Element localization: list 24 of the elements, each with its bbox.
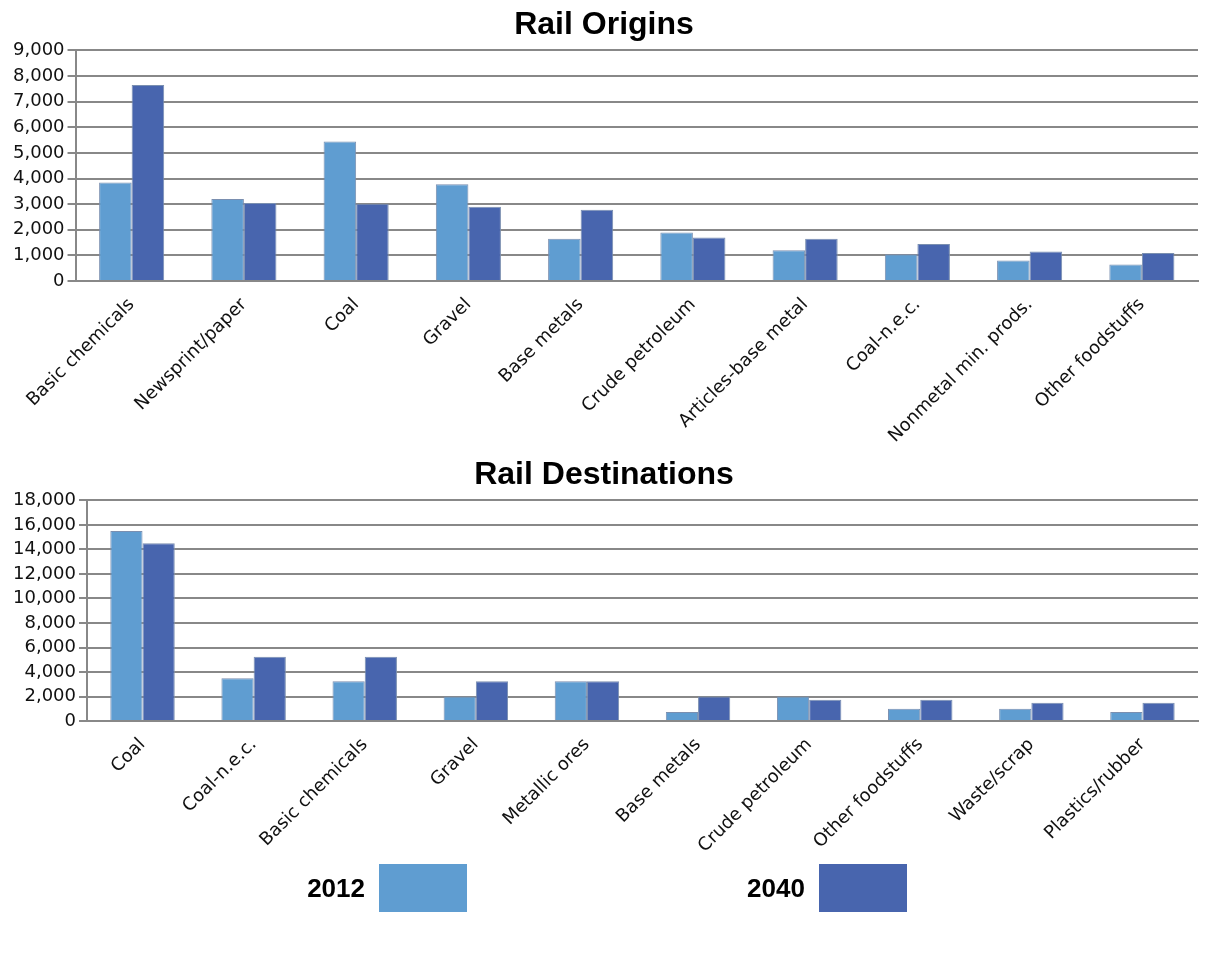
- y-tick-label: 8,000: [13, 63, 65, 85]
- legend-label: 2040: [747, 872, 805, 904]
- y-tick-label: 0: [53, 268, 65, 290]
- y-tick-label: 18,000: [13, 488, 76, 510]
- y-tick-label: 10,000: [13, 586, 76, 608]
- y-tick-label: 6,000: [24, 635, 76, 657]
- y-tick-label: 6,000: [13, 114, 65, 136]
- y-tick-label: 4,000: [13, 166, 65, 188]
- y-tick-label: 4,000: [24, 659, 76, 681]
- y-tick-label: 8,000: [24, 610, 76, 632]
- y-tick-label: 12,000: [13, 561, 76, 583]
- y-tick-label: 14,000: [13, 537, 76, 559]
- y-tick-label: 9,000: [13, 38, 65, 60]
- y-tick-label: 0: [64, 708, 76, 730]
- y-tick-label: 1,000: [13, 243, 65, 265]
- y-tick-label: 2,000: [24, 684, 76, 706]
- legend-label: 2012: [307, 872, 365, 904]
- y-tick-label: 2,000: [13, 217, 65, 239]
- y-tick-label: 3,000: [13, 191, 65, 213]
- y-tick-label: 16,000: [13, 512, 76, 534]
- chart-title: Rail Origins: [514, 5, 694, 42]
- y-tick-label: 7,000: [13, 89, 65, 111]
- chart-title: Rail Destinations: [474, 455, 734, 492]
- y-tick-label: 5,000: [13, 140, 65, 162]
